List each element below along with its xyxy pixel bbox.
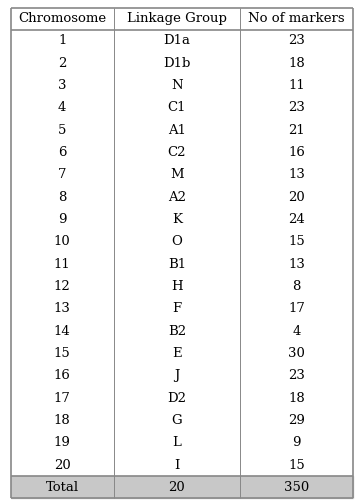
- Text: 23: 23: [288, 101, 305, 114]
- Text: 15: 15: [288, 458, 305, 471]
- Text: 30: 30: [288, 347, 305, 360]
- Text: A1: A1: [168, 124, 186, 137]
- Text: 10: 10: [54, 235, 71, 248]
- Text: D2: D2: [167, 392, 186, 405]
- Text: No of markers: No of markers: [248, 12, 345, 25]
- Text: I: I: [174, 458, 179, 471]
- Text: 16: 16: [288, 146, 305, 159]
- Text: 1: 1: [58, 35, 67, 48]
- Text: 11: 11: [54, 258, 71, 271]
- Text: 23: 23: [288, 369, 305, 382]
- Text: 8: 8: [58, 191, 67, 204]
- Text: 2: 2: [58, 57, 67, 70]
- Text: 5: 5: [58, 124, 67, 137]
- Text: D1a: D1a: [163, 35, 190, 48]
- Text: 29: 29: [288, 414, 305, 427]
- Text: 14: 14: [54, 325, 71, 338]
- Text: 17: 17: [54, 392, 71, 405]
- Text: 23: 23: [288, 35, 305, 48]
- Text: 9: 9: [58, 213, 67, 226]
- Text: 4: 4: [58, 101, 67, 114]
- Text: 16: 16: [54, 369, 71, 382]
- Text: 6: 6: [58, 146, 67, 159]
- Text: 17: 17: [288, 302, 305, 315]
- Text: B1: B1: [168, 258, 186, 271]
- Text: 18: 18: [288, 57, 305, 70]
- Text: 20: 20: [169, 481, 185, 494]
- Text: N: N: [171, 79, 183, 92]
- Text: 20: 20: [54, 458, 71, 471]
- Text: 13: 13: [54, 302, 71, 315]
- Text: 15: 15: [54, 347, 71, 360]
- Text: 18: 18: [288, 392, 305, 405]
- Text: 18: 18: [54, 414, 71, 427]
- Text: Chromosome: Chromosome: [18, 12, 106, 25]
- Text: 11: 11: [288, 79, 305, 92]
- Text: 350: 350: [284, 481, 309, 494]
- Text: L: L: [173, 436, 181, 449]
- Text: 13: 13: [288, 258, 305, 271]
- Text: 8: 8: [292, 280, 301, 293]
- Text: J: J: [174, 369, 179, 382]
- Text: 4: 4: [292, 325, 301, 338]
- Bar: [11, 476, 353, 498]
- Text: Total: Total: [46, 481, 79, 494]
- Text: 19: 19: [54, 436, 71, 449]
- Text: 9: 9: [292, 436, 301, 449]
- Text: B2: B2: [168, 325, 186, 338]
- Text: 3: 3: [58, 79, 67, 92]
- Text: K: K: [172, 213, 182, 226]
- Text: 12: 12: [54, 280, 71, 293]
- Text: 20: 20: [288, 191, 305, 204]
- Text: G: G: [171, 414, 182, 427]
- Text: C2: C2: [167, 146, 186, 159]
- Text: E: E: [172, 347, 182, 360]
- Text: H: H: [171, 280, 183, 293]
- Text: 21: 21: [288, 124, 305, 137]
- Text: Linkage Group: Linkage Group: [127, 12, 227, 25]
- Text: C1: C1: [167, 101, 186, 114]
- Text: 13: 13: [288, 168, 305, 181]
- Text: D1b: D1b: [163, 57, 191, 70]
- Text: A2: A2: [168, 191, 186, 204]
- Text: 24: 24: [288, 213, 305, 226]
- Text: M: M: [170, 168, 184, 181]
- Text: O: O: [171, 235, 182, 248]
- Text: 15: 15: [288, 235, 305, 248]
- Text: 7: 7: [58, 168, 67, 181]
- Text: F: F: [172, 302, 181, 315]
